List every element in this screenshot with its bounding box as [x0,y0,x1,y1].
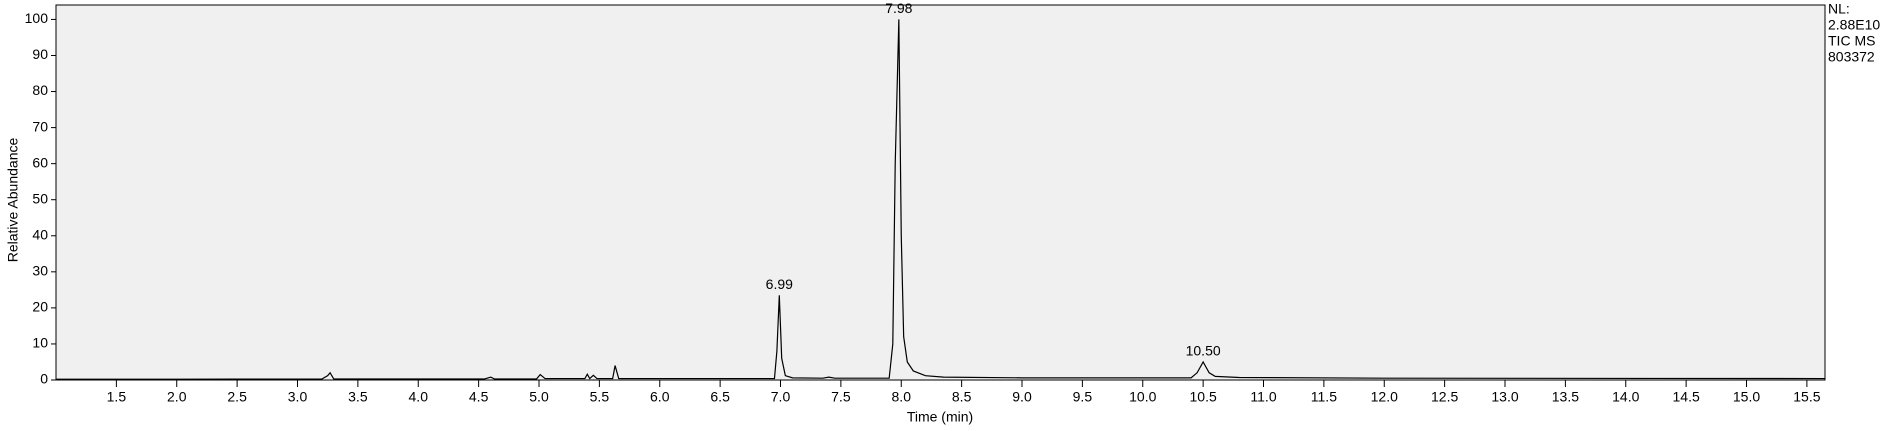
x-tick-label: 14.0 [1612,389,1639,405]
x-tick-label: 4.0 [409,389,429,405]
y-axis-title: Relative Abundance [5,138,21,263]
x-tick-label: 15.0 [1733,389,1760,405]
x-tick-label: 1.5 [107,389,127,405]
x-tick-label: 9.0 [1012,389,1032,405]
x-tick-label: 12.5 [1431,389,1458,405]
x-tick-label: 14.5 [1673,389,1700,405]
x-tick-label: 2.5 [227,389,247,405]
info-text: TIC MS [1828,33,1875,49]
x-tick-label: 10.0 [1129,389,1156,405]
x-tick-label: 3.0 [288,389,308,405]
x-tick-label: 7.5 [831,389,851,405]
info-text: 2.88E10 [1828,17,1880,33]
x-tick-label: 9.5 [1073,389,1093,405]
x-tick-label: 5.0 [529,389,549,405]
y-tick-label: 50 [32,190,48,206]
x-tick-label: 12.0 [1371,389,1398,405]
x-tick-label: 8.0 [892,389,912,405]
x-tick-label: 11.5 [1311,389,1337,405]
peak-label: 10.50 [1186,343,1221,359]
peak-label: 7.98 [885,0,912,16]
x-tick-label: 13.5 [1552,389,1579,405]
y-tick-label: 30 [32,263,48,279]
y-tick-label: 70 [32,118,48,134]
x-tick-label: 15.5 [1793,389,1820,405]
x-tick-label: 2.0 [167,389,187,405]
trace-line [56,19,1826,380]
x-tick-label: 3.5 [348,389,368,405]
y-tick-label: 40 [32,226,48,242]
x-tick-label: 13.0 [1491,389,1518,405]
x-tick-label: 6.5 [710,389,730,405]
x-tick-label: 5.5 [590,389,610,405]
x-tick-label: 10.5 [1190,389,1217,405]
y-tick-label: 10 [32,335,48,351]
y-tick-label: 90 [32,46,48,62]
x-tick-label: 6.0 [650,389,670,405]
peak-label: 6.99 [766,276,793,292]
x-axis-title: Time (min) [907,409,973,425]
y-tick-label: 80 [32,82,48,98]
info-text: 803372 [1828,49,1875,65]
plot-area [55,4,1826,381]
y-tick-label: 0 [40,371,48,387]
x-tick-label: 11.0 [1250,389,1276,405]
info-text: NL: [1828,1,1850,17]
y-tick-label: 20 [32,299,48,315]
x-tick-label: 8.5 [952,389,972,405]
x-tick-label: 4.5 [469,389,489,405]
x-tick-label: 7.0 [771,389,791,405]
y-tick-label: 100 [25,10,49,26]
y-tick-label: 60 [32,154,48,170]
